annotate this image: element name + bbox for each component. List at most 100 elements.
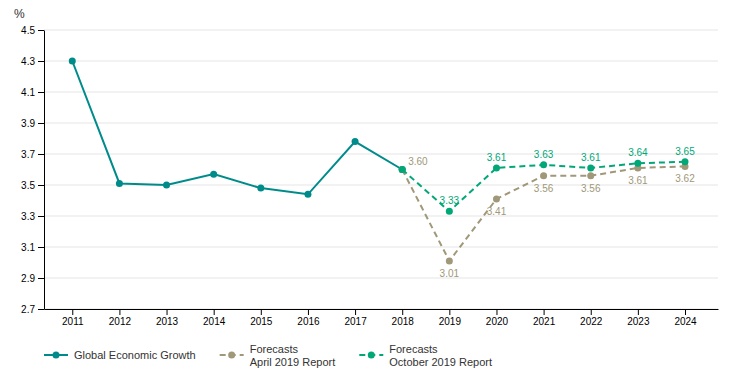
data-label: 3.61 (487, 152, 507, 163)
x-tick: 2011 (62, 309, 84, 327)
tspan: Global Economic Growth (74, 349, 196, 361)
y-tick-label: 2.7 (21, 304, 35, 315)
x-tick-label: 2023 (627, 316, 650, 327)
x-tick-label: 2022 (580, 316, 603, 327)
x-tick: 2019 (439, 309, 462, 327)
legend-label: ForecastsApril 2019 Report (250, 343, 336, 368)
series-line (72, 61, 402, 194)
y-tick: 2.7 (21, 304, 44, 315)
series-point (540, 161, 547, 168)
y-tick-mark (38, 309, 44, 310)
tspan: Forecasts (250, 343, 299, 355)
x-tick: 2015 (250, 309, 273, 327)
legend: Global Economic Growth ForecastsApril 201… (44, 343, 492, 368)
series-point (304, 191, 311, 198)
x-tick: 2014 (203, 309, 226, 327)
series-point (587, 172, 594, 179)
x-tick-mark (496, 309, 497, 315)
legend-marker (368, 352, 375, 359)
plot-marks (69, 58, 689, 265)
data-label: 3.65 (675, 146, 695, 157)
grid-line (44, 92, 718, 93)
series-point (493, 195, 500, 202)
series-point (399, 166, 406, 173)
y-tick-mark (38, 92, 44, 93)
y-tick: 4.1 (21, 87, 44, 98)
grid-line (44, 154, 718, 155)
data-label: 3.61 (628, 175, 648, 186)
y-tick: 3.5 (21, 180, 44, 191)
y-tick-mark (38, 278, 44, 279)
series-point (446, 257, 453, 264)
legend-item: Global Economic Growth (44, 349, 196, 361)
series-point (682, 158, 689, 165)
data-label: 3.33 (440, 195, 460, 206)
chart: 2011 2012 2013 2014 2015 2016 2017 2018 2019 2020… (0, 0, 738, 389)
x-tick-mark (402, 309, 403, 315)
y-tick-mark (38, 247, 44, 248)
y-tick: 4.5 (21, 25, 44, 36)
series-point (587, 164, 594, 171)
x-tick-mark (591, 309, 592, 315)
x-tick-label: 2024 (674, 316, 697, 327)
x-tick: 2017 (344, 309, 367, 327)
x-tick-label: 2019 (439, 316, 462, 327)
series-point (116, 180, 123, 187)
y-tick-mark (38, 185, 44, 186)
y-tick-mark (38, 61, 44, 62)
legend-marker (228, 352, 235, 359)
x-tick-label: 2014 (203, 316, 226, 327)
x-tick-mark (72, 309, 73, 315)
y-tick-label: 3.5 (21, 180, 35, 191)
y-tick-label: 3.9 (21, 118, 35, 129)
x-tick-label: 2017 (344, 316, 367, 327)
x-tick-mark (544, 309, 545, 315)
series-point (163, 182, 170, 189)
x-tick: 2023 (627, 309, 650, 327)
data-label: 3.61 (581, 152, 601, 163)
series-point (493, 164, 500, 171)
data-label: 3.62 (675, 173, 695, 184)
x-tick-mark (685, 309, 686, 315)
grid-line (44, 309, 718, 310)
series-point (69, 58, 76, 65)
data-labels: 3.603.013.413.563.563.613.623.333.613.63… (408, 146, 695, 279)
x-tick-mark (449, 309, 450, 315)
y-tick-mark (38, 30, 44, 31)
y-tick: 3.1 (21, 242, 44, 253)
series-line (402, 162, 685, 212)
y-tick-label: 4.5 (21, 25, 35, 36)
x-tick-mark (119, 309, 120, 315)
x-tick-mark (261, 309, 262, 315)
x-tick: 2018 (392, 309, 415, 327)
x-tick-label: 2021 (533, 316, 556, 327)
y-axis: 2.72.93.13.33.53.73.94.14.34.5 (21, 25, 44, 315)
x-tick-label: 2016 (297, 316, 320, 327)
x-tick-mark (308, 309, 309, 315)
data-label: 3.56 (534, 183, 554, 194)
x-tick: 2021 (533, 309, 556, 327)
x-tick-label: 2013 (156, 316, 179, 327)
data-label: 3.64 (628, 147, 648, 158)
data-label: 3.56 (581, 183, 601, 194)
tspan: Forecasts (389, 343, 438, 355)
y-axis-line (44, 31, 45, 310)
x-tick-mark (167, 309, 168, 315)
x-tick-mark (355, 309, 356, 315)
y-tick: 3.7 (21, 149, 44, 160)
x-tick-label: 2015 (250, 316, 273, 327)
series-point (446, 208, 453, 215)
y-tick-label: 3.1 (21, 242, 35, 253)
series-point (399, 166, 406, 173)
series-line (402, 166, 685, 261)
x-tick: 2012 (109, 309, 132, 327)
series-point (352, 138, 359, 145)
x-tick-mark (638, 309, 639, 315)
grid-line (44, 216, 718, 217)
y-tick-label: 3.7 (21, 149, 35, 160)
x-tick: 2024 (674, 309, 697, 327)
x-tick: 2022 (580, 309, 603, 327)
x-tick-label: 2011 (62, 316, 84, 327)
y-tick-mark (38, 154, 44, 155)
x-tick-label: 2020 (486, 316, 509, 327)
